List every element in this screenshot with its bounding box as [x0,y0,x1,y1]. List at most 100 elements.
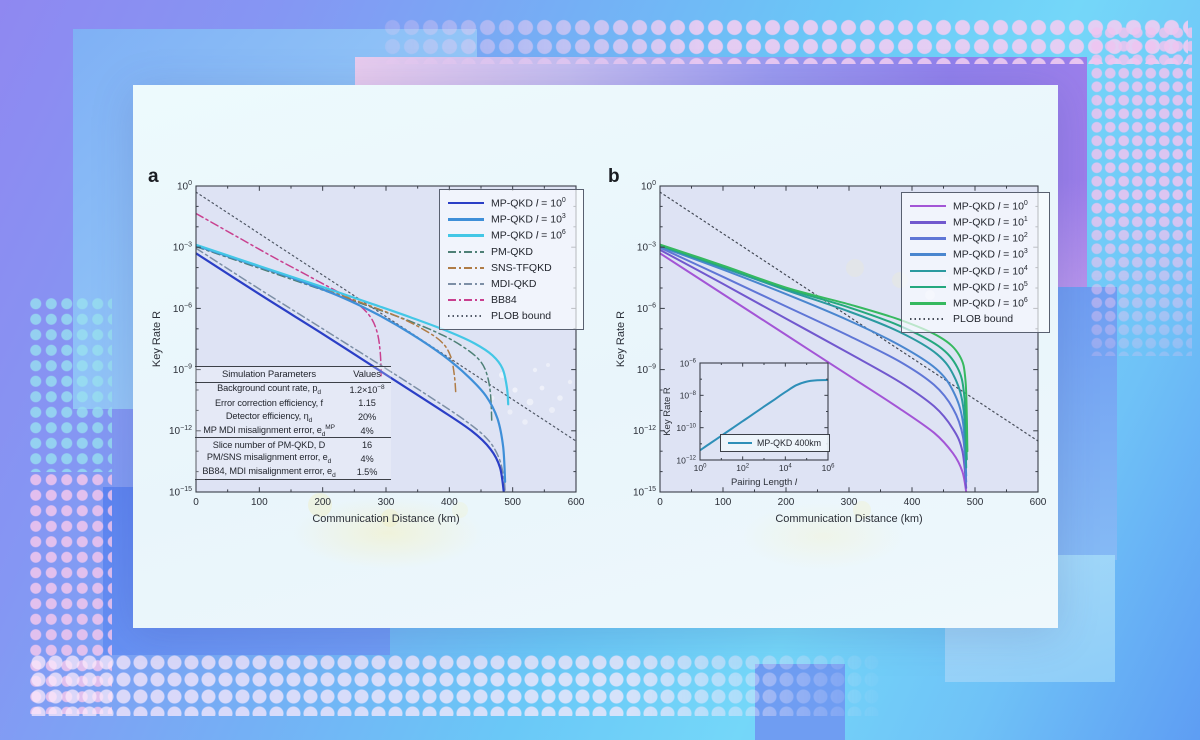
decor-speckle [549,407,555,413]
legend-line-sample [448,315,484,318]
legend-label: MDI-QKD [491,278,537,291]
x-tick-label: 100 [251,497,268,508]
series-plob-bound [196,191,576,442]
y-tick-label: 10−9 [173,364,192,376]
legend-entry: MP-QKD l = 106 [910,295,1043,311]
x-tick-label: 400 [904,497,921,508]
series-group [660,191,1038,492]
panel-label-b: b [608,166,620,187]
legend-line-sample [448,299,484,302]
decor-speckle [846,259,864,277]
legend-label: PM-QKD [491,245,533,258]
legend-entry: MP-QKD l = 105 [910,279,1043,295]
legend-a: MP-QKD l = 100 MP-QKD l = 103 MP-QKD l = 1… [439,189,584,330]
y-axis-label: Key Rate R [662,387,673,436]
series-mp-qkd-l-10-3 [660,245,968,477]
series-mp-qkd-l-10-2 [660,246,968,483]
plot-b: 0 100 200 300 400 500 600 100 10−3 10−6 10−9 10−12 1… [600,160,1060,550]
decor-speckle [507,409,513,415]
legend-line-sample [910,318,946,321]
legend-line-sample [448,266,484,269]
x-tick-label: 200 [314,497,331,508]
y-axis-label: Key Rate R [615,311,627,367]
x-axis-label: Communication Distance (km) [775,513,922,525]
y-tick-label: 10−3 [173,241,192,253]
x-tick-label: 100 [715,497,732,508]
decor-dots-left-cyan [28,296,112,472]
x-tick-label: 300 [841,497,858,508]
legend-label: MP-QKD l = 106 [953,296,1028,310]
decor-speckle [522,419,528,425]
y-tick-label: 10−12 [169,425,192,437]
y-tick-label: 100 [177,180,192,192]
legend-label: MP-QKD l = 106 [491,229,566,242]
plot-a: 0 100 200 300 400 500 600 100 10−3 10−6 10−9 10−12 1… [140,160,600,550]
y-tick-label: 10−6 [173,302,192,314]
series-mp-qkd-l-10-0 [196,252,505,492]
series-mdi-qkd [196,247,506,492]
decor-speckle [567,379,573,385]
x-tick-label: 106 [822,463,835,473]
table-row: PM/SNS misalignment error, ed 4% [206,452,374,466]
legend-entry: SNS-TFQKD [448,260,577,276]
series-plob-bound [660,191,1038,442]
legend-label: MP-QKD l = 103 [953,248,1028,261]
legend-entry: PLOB bound [448,308,577,324]
decor-speckle [308,493,332,517]
legend-entry: PM-QKD [448,244,577,260]
x-tick-label: 500 [504,497,521,508]
decor-speckle [853,501,871,519]
legend-line-sample [448,250,484,253]
y-tick-label: 10−6 [637,302,656,314]
legend-b: MP-QKD l = 100 MP-QKD l = 101 MP-QKD l = 1… [901,192,1050,333]
x-tick-label: 102 [736,463,749,473]
decor-dots-bottom-strip [30,654,880,716]
x-tick-label: 104 [779,463,792,473]
legend-entry: MP-QKD l = 104 [910,263,1043,279]
legend-label: SNS-TFQKD [491,261,552,274]
decor-speckle [539,385,545,391]
decor-speckle [546,363,550,367]
y-tick-label: 100 [641,180,656,192]
inset-legend: MP-QKD 400km [720,434,831,452]
table-row: Slice number of PM-QKD, D 16 [195,437,391,452]
legend-entry: MP-QKD l = 100 [910,198,1043,214]
x-axis-label: Communication Distance (km) [312,513,459,525]
panel-label-a: a [148,166,159,187]
legend-line-sample [910,253,946,256]
y-tick-label: 10−12 [633,425,656,437]
decor-speckle [557,395,563,401]
y-tick-label: 10−12 [676,455,696,465]
decor-speckle [452,502,468,518]
decor-speckle [512,387,518,393]
y-tick-label: 10−3 [637,241,656,253]
legend-label: PLOB bound [953,313,1014,326]
legend-line-sample [448,283,484,286]
legend-entry: MDI-QKD [448,276,577,292]
legend-entry: BB84 [448,292,577,308]
figure-panel: 0 100 200 300 400 500 600 100 10−3 10−6 10−9 10−12 1… [133,85,1058,628]
x-tick-label: 0 [657,497,663,508]
x-tick-label: 600 [1030,497,1047,508]
x-tick-label: 500 [967,497,984,508]
legend-label: MP-QKD 400km [757,438,822,448]
table-row: MP MDI misalignment error, edMP 4% [203,423,374,438]
x-tick-label: 0 [193,497,199,508]
legend-line-sample [910,301,946,305]
y-axis-label: Key Rate R [151,311,163,367]
legend-line-sample [910,237,946,240]
decor-speckle [532,367,538,373]
legend-label: MP-QKD l = 105 [953,280,1028,294]
decor-dots-top-right [1090,26,1192,356]
legend-line-sample [910,220,946,224]
series-bb84 [196,212,383,377]
legend-label: MP-QKD l = 101 [953,216,1028,229]
decor-speckle [526,398,534,406]
legend-line-sample [910,204,946,208]
table-row: BB84, MDI misalignment error, ed 1.5% [195,466,391,481]
table-row: Error correction efficiency, f 1.15 [215,398,376,409]
y-tick-label: 10−15 [633,486,656,498]
legend-label: BB84 [491,294,517,307]
legend-entry: PLOB bound [910,311,1043,327]
